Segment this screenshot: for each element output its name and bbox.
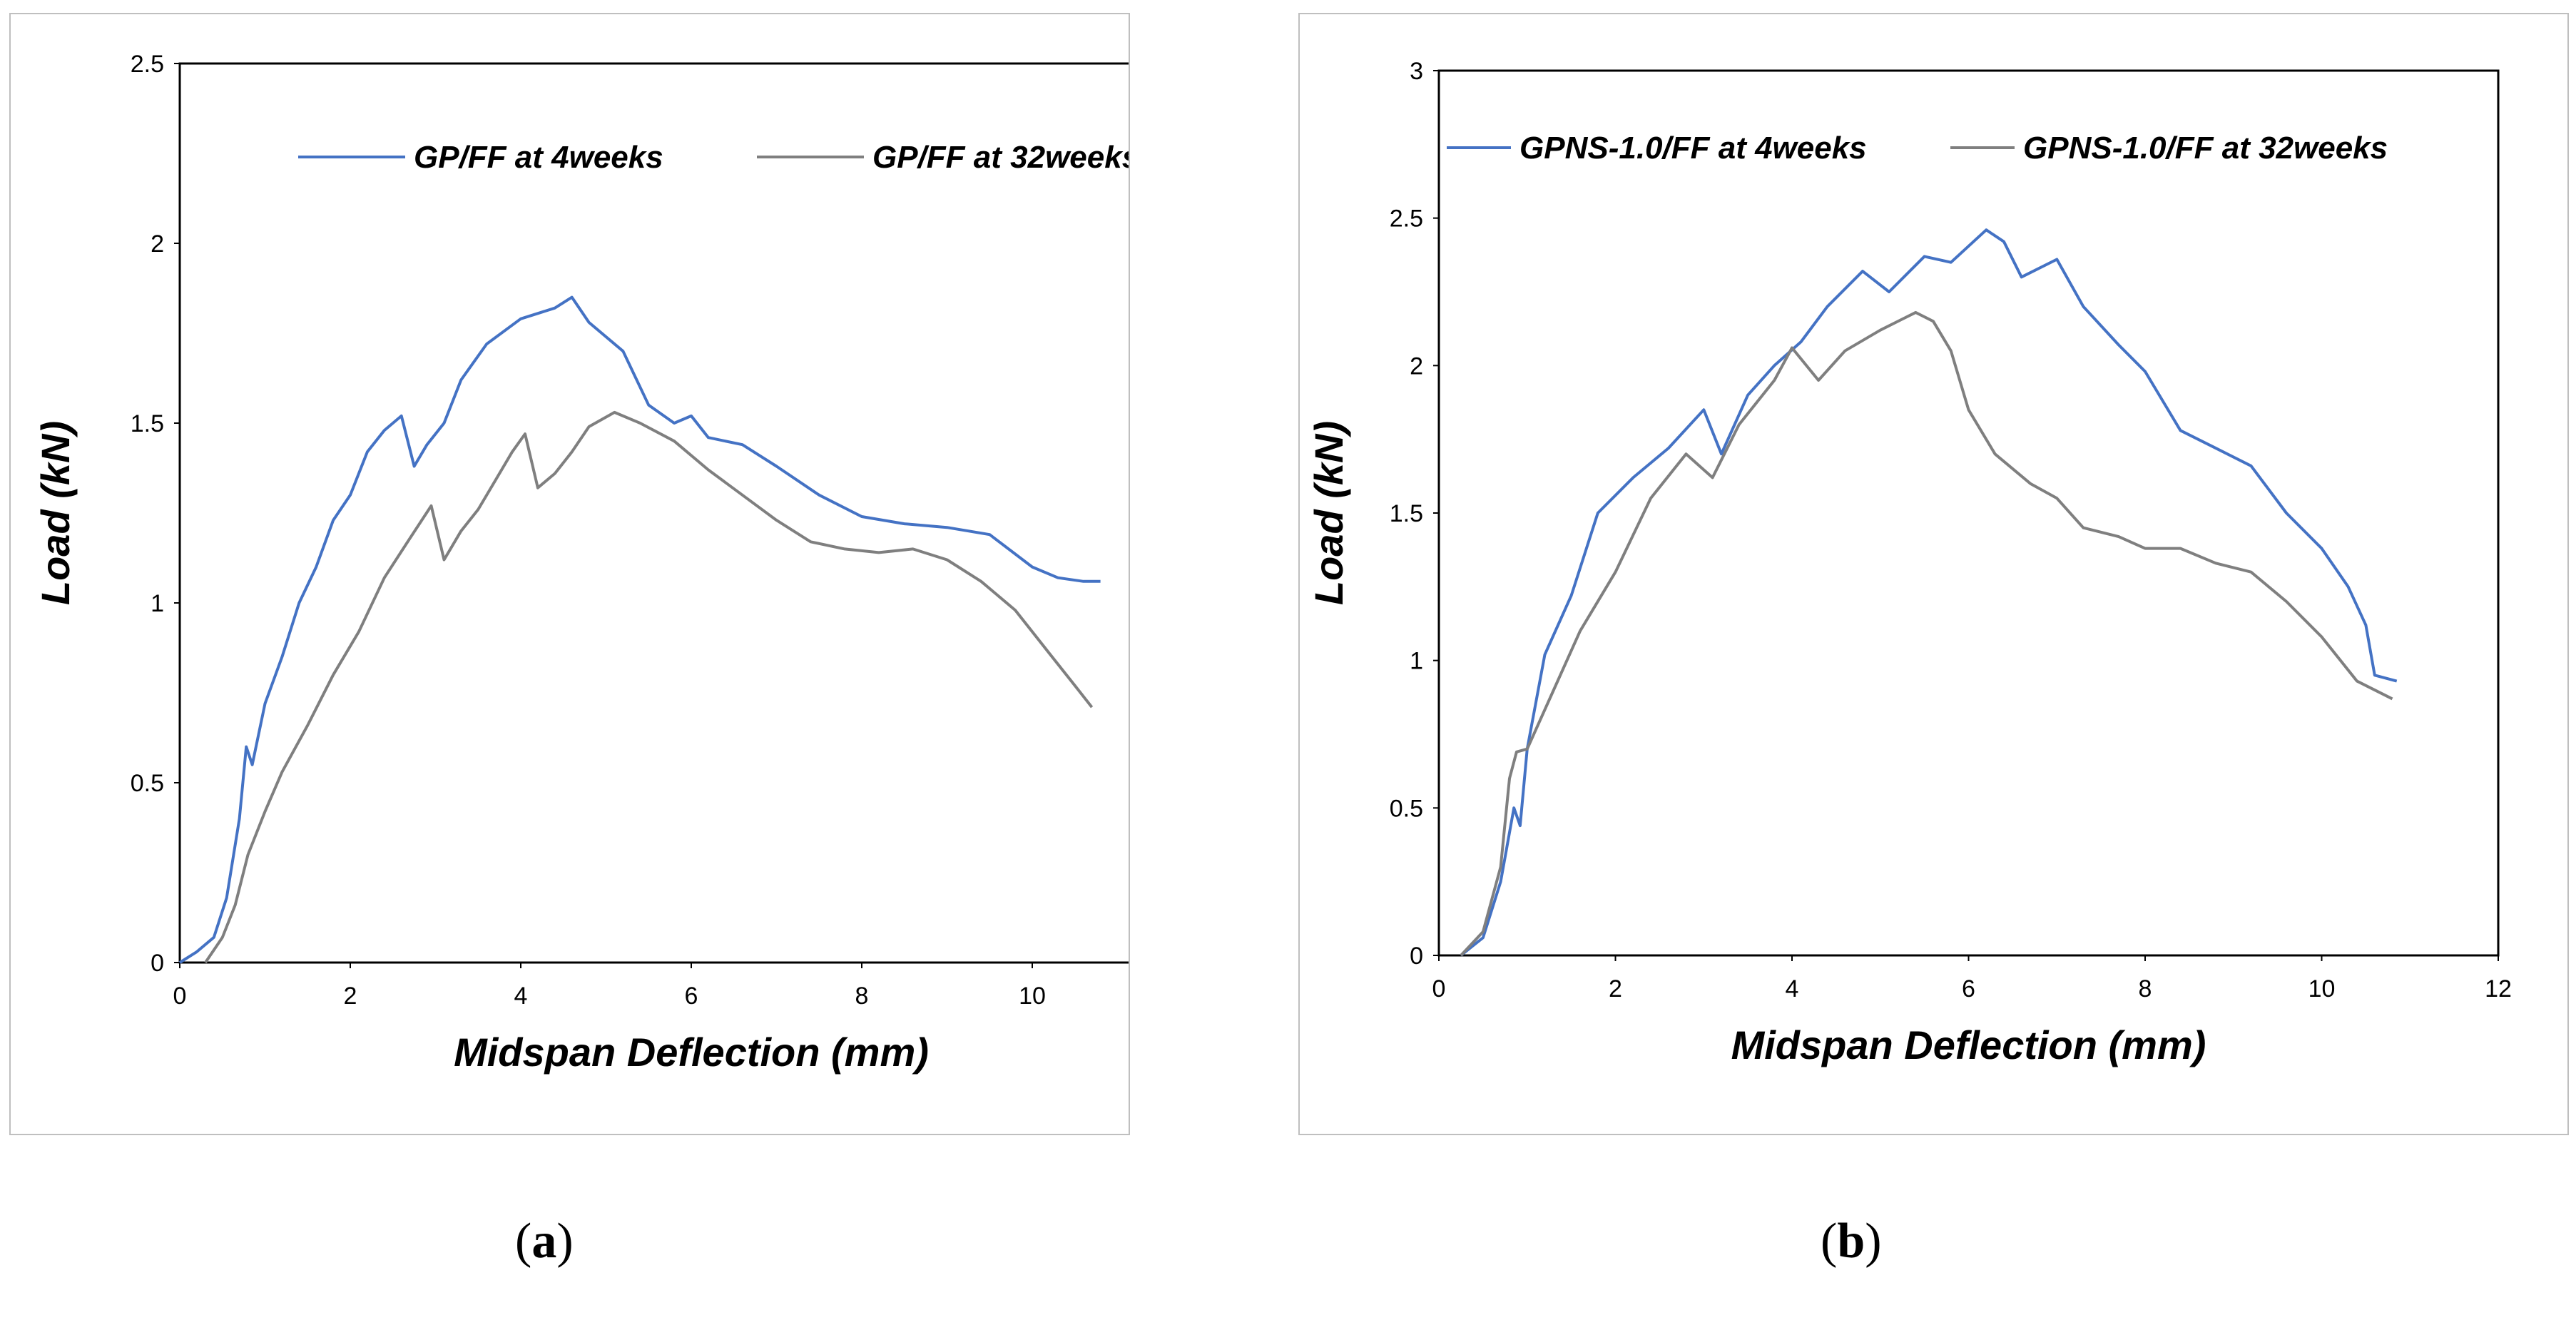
caption-b: (b): [1821, 1214, 1882, 1269]
chart-a-x-tick-label: 2: [344, 983, 357, 1010]
chart-a-y-tick-label: 0.5: [131, 770, 164, 797]
chart-a-y-axis-title: Load (kN): [33, 421, 78, 605]
chart-a-x-tick-label: 6: [685, 983, 698, 1010]
chart-b-y-tick-label: 1: [1410, 648, 1423, 675]
chart-a-x-tick-label: 4: [514, 983, 528, 1010]
chart-panel-b: 0 0.5 1 1.5 2 2.5 3 0 2 4 6 8 10 12 Midspan Deflection…: [1298, 13, 2569, 1135]
chart-b-series-32weeks-line: [1460, 310, 2393, 957]
chart-a-legend-label-32weeks: GP/FF at 32weeks: [872, 140, 1129, 175]
chart-panel-a: 00.511.522.5024681012Midspan Deflection …: [9, 13, 1130, 1135]
chart-b-legend-label-32weeks: GPNS-1.0/FF at 32weeks: [2023, 131, 2388, 166]
chart-b-y-tick-label: 0.5: [1390, 795, 1423, 822]
chart-a-y-tick-label: 2: [151, 230, 164, 258]
chart-a-series-4weeks-line: [178, 295, 1101, 964]
chart-a-plot-area: [178, 62, 1129, 964]
chart-a-legend-label-4weeks: GP/FF at 4weeks: [414, 140, 663, 175]
caption-a: (a): [515, 1214, 574, 1269]
chart-b-x-tick-label: 2: [1609, 975, 1622, 1002]
chart-b-x-tick-label: 10: [2308, 975, 2336, 1002]
chart-b-x-axis-title: Midspan Deflection (mm): [1731, 1022, 2206, 1067]
chart-b-svg: 0 0.5 1 1.5 2 2.5 3 0 2 4 6 8 10 12 Midspan Deflection…: [1306, 58, 2512, 1067]
chart-b-y-tick-label: 2: [1410, 352, 1423, 380]
chart-b-legend-label-4weeks: GPNS-1.0/FF at 4weeks: [1519, 131, 1867, 166]
chart-b-x-tick-label: 8: [2139, 975, 2152, 1002]
chart-a-y-tick-label: 2.5: [131, 51, 164, 78]
chart-b-x-tick-label: 0: [1432, 975, 1446, 1002]
caption-b-letter: b: [1837, 1214, 1865, 1269]
caption-a-letter: a: [531, 1214, 557, 1269]
chart-a-y-tick-label: 1.5: [131, 410, 164, 437]
chart-a-x-tick-label: 10: [1019, 983, 1046, 1010]
chart-b-x-tick-label: 12: [2485, 975, 2512, 1002]
chart-a-x-tick-label: 0: [173, 983, 187, 1010]
chart-a-y-tick-label: 0: [151, 950, 164, 977]
chart-b-y-tick-label: 3: [1410, 58, 1423, 85]
chart-b-x-tick-label: 4: [1786, 975, 1799, 1002]
chart-b-y-tick-label: 1.5: [1390, 500, 1423, 527]
chart-a-series-32weeks-line: [204, 410, 1094, 964]
chart-a-x-axis-title: Midspan Deflection (mm): [454, 1030, 929, 1075]
chart-b-y-tick-label: 0: [1410, 943, 1423, 970]
chart-b-y-axis-title: Load (kN): [1306, 421, 1351, 605]
chart-a-x-tick-label: 8: [855, 983, 869, 1010]
chart-a-svg: 00.511.522.5024681012Midspan Deflection …: [33, 51, 1129, 1075]
chart-b-y-tick-label: 2.5: [1390, 205, 1423, 233]
chart-a-y-tick-label: 1: [151, 590, 164, 617]
chart-b-x-tick-label: 6: [1962, 975, 1975, 1002]
chart-b-series-4weeks-line: [1460, 228, 2398, 957]
